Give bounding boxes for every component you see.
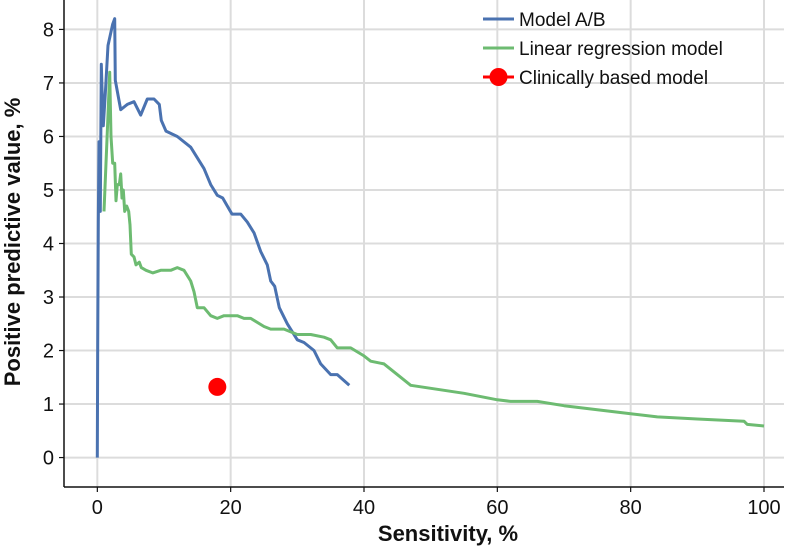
y-axis-title: Positive predictive value, % [0,98,25,387]
x-tick-label-0: 0 [92,497,103,519]
axes [59,0,784,492]
y-tick-label-8: 8 [43,19,54,41]
series-line-model-a-b [95,17,351,458]
legend-marker-clinically-based-model [489,68,508,86]
y-tick-label-5: 5 [43,180,54,202]
y-tick-label-3: 3 [43,287,54,309]
grid-lines [64,0,784,487]
series-layer [95,17,765,458]
legend-label-linear-regression-model: Linear regression model [519,39,723,60]
x-axis-title: Sensitivity, % [378,521,518,546]
x-tick-label-5: 100 [747,497,780,519]
x-tick-label-4: 80 [620,497,642,519]
legend-label-clinically-based-model: Clinically based model [519,68,708,89]
legend: Model A/B Linear regression model Clinical… [483,10,723,89]
x-tick-label-2: 40 [353,497,375,519]
tick-labels: 0 20 40 60 80 100 0 1 2 3 4 5 6 7 8 [43,19,781,519]
y-tick-label-6: 6 [43,126,54,148]
legend-label-model-a-b: Model A/B [519,10,606,31]
x-tick-label-3: 60 [486,497,508,519]
y-tick-label-1: 1 [43,394,54,416]
series-point-clinically-based-model-0 [208,377,227,396]
y-tick-label-7: 7 [43,73,54,95]
series-line-linear-regression-model [102,70,765,428]
x-tick-label-1: 20 [220,497,242,519]
y-tick-label-0: 0 [43,448,54,470]
y-tick-label-4: 4 [43,234,54,256]
y-tick-label-2: 2 [43,341,54,363]
